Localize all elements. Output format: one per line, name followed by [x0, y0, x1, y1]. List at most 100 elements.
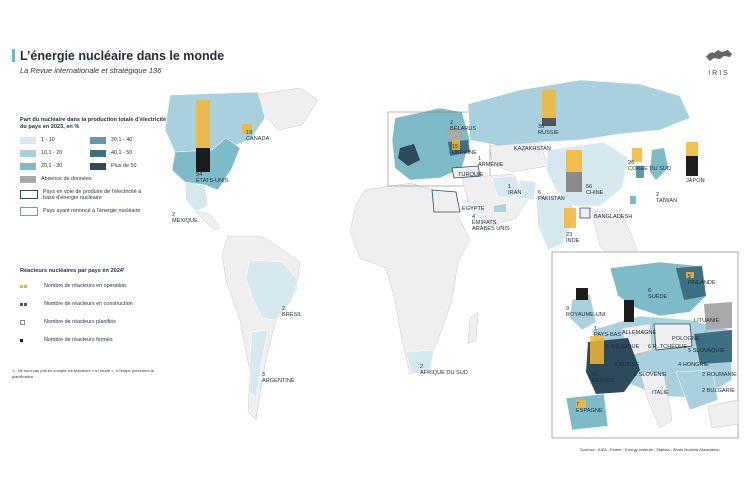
label-korea: 26 CORÉE DU SUD: [628, 160, 671, 172]
label-ukraine: 15 UKRAINE: [452, 144, 477, 156]
label-taiwan: 2 TAÏWAN: [656, 192, 678, 204]
reactor-blocks: [196, 90, 698, 408]
label-kazakhstan: KAZAKHSTAN: [514, 146, 551, 152]
footnote: 1 - Ne sont pas pris en compte les réact…: [12, 368, 154, 379]
reactor-block-japan-closed: [686, 156, 698, 176]
inset-turkey-coast: [707, 399, 739, 429]
label-egypt: ÉGYPTE: [462, 206, 485, 212]
label-belgium: 5 BELGIQUE: [606, 344, 640, 350]
country-belarus-main: [446, 126, 464, 140]
reactor-block-uk: [576, 288, 588, 300]
page-title: L’énergie nucléaire dans le monde: [20, 49, 225, 63]
swatch-1-10: [20, 136, 36, 144]
country-uae: [494, 204, 506, 212]
country-argentina: [249, 329, 269, 399]
legend-class-6: Plus de 50: [90, 162, 160, 170]
legend-class-5: 40,1 - 50: [90, 149, 160, 157]
swatch-20-30: [20, 162, 36, 170]
reactor-block-russia-constr: [542, 118, 556, 126]
swatch-producing-soon: [20, 190, 38, 200]
label-uae: 4 ÉMIRATS ARABES UNIS: [472, 214, 510, 232]
country-taiwan: [630, 196, 636, 204]
label-south-africa: 2 AFRIQUE DU SUD: [420, 364, 468, 376]
legend-share: Part du nucléaire dans la production tot…: [20, 117, 170, 216]
label-china: 56 CHINE: [586, 184, 604, 196]
sources: Sources : AIEA ; Ember ; Energy Institut…: [580, 447, 720, 452]
country-japan: [650, 148, 668, 180]
legend-reactor-closed: Nombre de réacteurs fermés: [20, 337, 133, 343]
country-france-main: [398, 144, 420, 166]
reactor-block-canada: [242, 124, 252, 134]
title-accent-bar: [12, 49, 15, 62]
label-canada: 19 CANADA: [246, 130, 270, 142]
inset-finland: [676, 266, 706, 300]
label-mexico: 2 MEXIQUE: [172, 212, 198, 224]
globe-icon: [706, 50, 732, 61]
reactor-block-ukraine: [452, 140, 460, 150]
swatch-50-plus: [90, 162, 106, 170]
legend-reactors: Réacteurs nucléaires par pays en 2024¹ N…: [20, 268, 133, 355]
country-canada: [164, 91, 266, 153]
legend-reactors-title: Réacteurs nucléaires par pays en 2024¹: [20, 268, 125, 274]
legend-reactor-operation: Nombre de réacteurs en opération: [20, 283, 133, 289]
country-brazil: [245, 259, 299, 321]
land-greenland: [254, 87, 319, 131]
label-hungary: 4 HONGRIE: [678, 362, 709, 368]
inset-ukraine: [694, 330, 732, 364]
legend-renounced: Pays ayant renoncé à l’énergie nucléaire: [20, 206, 170, 216]
label-slovenia: 1 SLOVÉNIE: [634, 372, 667, 378]
swatch-10-20: [20, 149, 36, 157]
label-uk: 9 ROYAUME-UNI: [566, 306, 606, 318]
land-madagascar: [467, 311, 479, 345]
label-spain: 7 ESPAGNE: [576, 402, 603, 414]
legend-class-1: 1 - 10: [20, 136, 90, 144]
country-bangladesh: [579, 207, 591, 219]
inset-balkans: [675, 369, 719, 411]
reactor-block-spain: [576, 400, 586, 408]
reactor-block-india: [564, 208, 576, 228]
reactor-block-china: [566, 150, 582, 172]
land-central-america: [195, 211, 221, 231]
reactor-block-china-planned: [566, 172, 582, 192]
iris-logo: IRIS: [700, 47, 738, 77]
legend-class-4: 30,1 - 40: [90, 136, 160, 144]
label-germany: ALLEMAGNE: [622, 330, 657, 336]
reactor-block-korea: [632, 148, 642, 162]
label-pakistan: 6 PAKISTAN: [538, 190, 565, 202]
legend-class-2: 10,1 - 20: [20, 149, 90, 157]
label-romania: 2 ROUMANIE: [702, 372, 737, 378]
reactor-block-france: [590, 336, 604, 364]
label-india: 23 INDE: [566, 232, 580, 244]
label-argentina: 3 ARGENTINE: [262, 372, 295, 384]
label-czech: 6 R. TCHÈQUE: [648, 344, 688, 350]
page-subtitle: La Revue internationale et stratégique 1…: [20, 66, 162, 75]
label-bangladesh: BANGLADESH: [594, 214, 633, 220]
label-armenia: 1 ARMÉNIE: [478, 156, 504, 168]
country-south-korea: [636, 166, 644, 178]
legend-class-3: 20,1 - 30: [20, 162, 90, 170]
label-slovakia: 5 SLOVAQUIE: [688, 348, 725, 354]
reactor-block-germany: [624, 300, 634, 322]
europe-focus-frame: [387, 111, 491, 187]
label-italy: ITALIE: [652, 390, 669, 396]
inset-poland: [653, 323, 693, 351]
country-south-africa: [405, 349, 435, 375]
country-egypt: [431, 189, 461, 213]
label-bulgaria: 2 BULGARIE: [702, 388, 735, 394]
logo-text: IRIS: [708, 70, 730, 77]
country-mexico: [184, 181, 209, 213]
legend-no-data: Absence de données: [20, 175, 170, 183]
label-belarus: 2 BÉLARUS: [450, 120, 477, 132]
country-russia: [467, 79, 691, 147]
swatch-40-50: [90, 149, 106, 157]
swatch-renounced: [20, 206, 38, 216]
legend-reactor-construction: Nombre de réacteurs en construction: [20, 301, 133, 307]
reactor-block-russia: [542, 90, 556, 120]
label-sweden: 6 SUÈDE: [648, 288, 668, 300]
label-poland: POLOGNE: [672, 336, 700, 342]
label-usa: 94 ÉTATS-UNIS: [196, 172, 229, 184]
country-pakistan: [519, 179, 537, 201]
label-france: 56 FRANCE: [592, 372, 615, 384]
reactor-block-usa-closed: [196, 148, 210, 172]
